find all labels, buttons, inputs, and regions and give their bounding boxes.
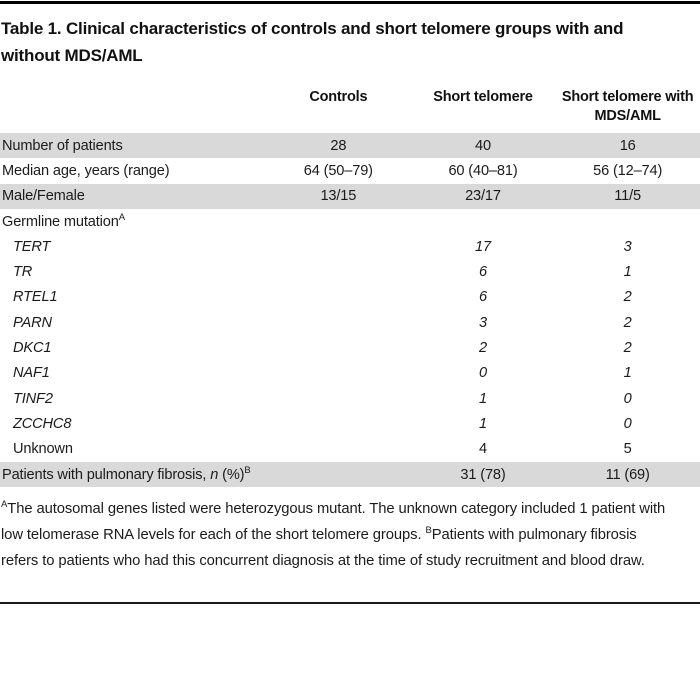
cell-value: 16 [619,137,636,154]
table-row: TERT 17 3 [0,234,700,259]
cell-value: 6 [479,289,487,306]
cell-value: 40 [475,137,491,154]
column-header-short-telomere-mds-aml: Short telomere with MDS/AML [561,89,694,124]
table-header-row: Controls Short telomere Short telomere w… [0,88,700,125]
cell-value: 0 [479,365,487,382]
table-row: Germline mutationA [0,209,700,234]
row-label-superscript: A [118,211,125,223]
row-label: Number of patients [2,137,123,154]
cell-value: 5 [623,441,632,458]
footnote-text-b: Patients with pulmonary fibrosis refers … [1,527,645,569]
cell-value: 3 [623,238,632,255]
row-label: NAF1 [13,365,50,382]
table-row: Number of patients 28 40 16 [0,133,700,159]
cell-value: 56 (12–74) [593,162,663,179]
row-label: Patients with pulmonary fibrosis, n (%)B [2,464,251,483]
bottom-rule [0,602,700,604]
table-row: Male/Female 13/15 23/17 11/5 [0,183,700,209]
footnote-marker-a: A [1,499,8,511]
cell-value: 13/15 [320,188,357,205]
cell-value: 1 [479,415,487,432]
cell-value: 4 [479,441,487,458]
table-row: Patients with pulmonary fibrosis, n (%)B… [0,461,700,488]
row-label: TR [13,264,33,281]
table-row: NAF1 0 1 [0,361,700,386]
table-title: Table 1. Clinical characteristics of con… [1,19,624,65]
table-row: Median age, years (range) 64 (50–79) 60 (4… [0,158,700,183]
cell-value: 31 (78) [460,466,506,483]
footnote-marker-b: B [425,525,432,537]
row-label: Male/Female [2,188,85,205]
table-body: Number of patients 28 40 16 Median age, year… [0,133,700,488]
row-label: Median age, years (range) [2,162,170,179]
footnote-text-a: The autosomal genes listed were heterozy… [1,501,666,543]
cell-value: 3 [479,314,487,331]
cell-value: 11 (69) [605,466,650,483]
row-label: TINF2 [13,390,53,407]
footnote: AThe autosomal genes listed were heteroz… [1,496,677,574]
cell-value: 60 (40–81) [448,162,518,179]
cell-value: 11/5 [614,188,642,205]
cell-value: 1 [623,264,632,281]
row-label: TERT [13,238,51,255]
cell-value: 2 [623,314,632,331]
cell-value: 2 [623,340,632,357]
cell-value: 6 [479,264,487,281]
cell-value: 0 [623,415,632,432]
table-row: PARN 3 2 [0,310,700,335]
row-label: Germline mutationA [2,211,125,230]
row-label: DKC1 [13,340,52,357]
table-row: ZCCHC8 1 0 [0,411,700,436]
cell-value: 64 (50–79) [303,162,373,179]
row-label: Unknown [13,441,73,458]
cell-value: 28 [330,137,347,154]
cell-value: 1 [479,390,487,407]
cell-value: 23/17 [465,188,501,205]
cell-value: 2 [479,340,487,357]
cell-value: 2 [623,289,632,306]
cell-value: 17 [475,238,491,255]
table-row: TR 6 1 [0,259,700,284]
table-row: DKC1 2 2 [0,335,700,360]
cell-value: 1 [623,365,632,382]
cell-value: 0 [623,390,632,407]
column-header-controls: Controls [309,89,368,105]
row-label: ZCCHC8 [13,415,72,432]
column-header-short-telomere: Short telomere [433,89,533,105]
row-label: RTEL1 [13,289,58,306]
table-row: RTEL1 6 2 [0,285,700,310]
top-rule [0,1,700,4]
table-row: Unknown 4 5 [0,437,700,462]
row-label: PARN [13,314,52,331]
table-row: TINF2 1 0 [0,386,700,411]
row-label-superscript: B [244,464,251,476]
